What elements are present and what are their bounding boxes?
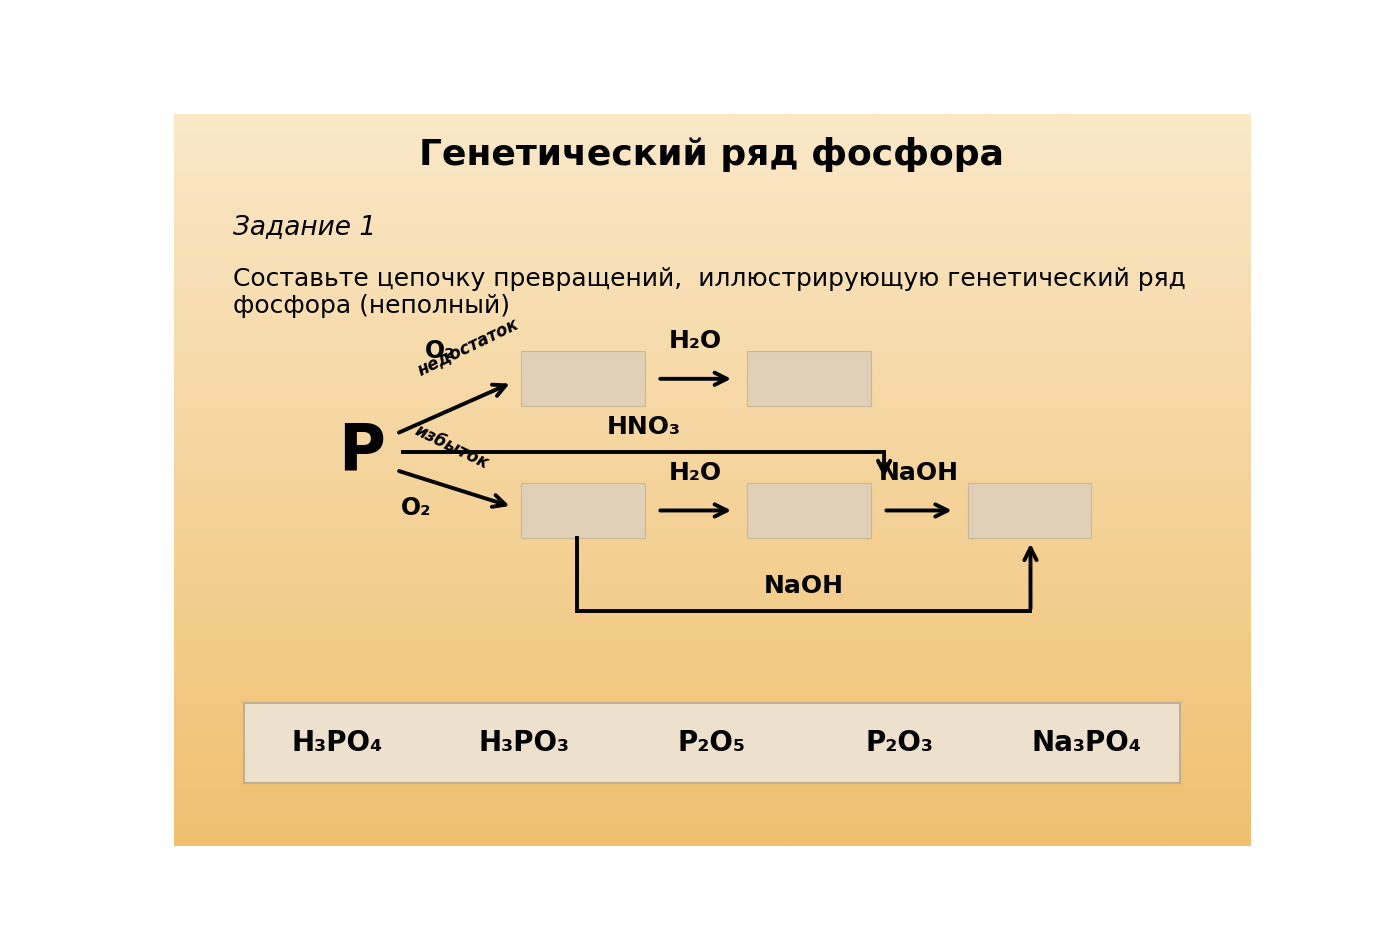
Bar	[521, 352, 644, 407]
Text: O₂: O₂	[425, 339, 456, 363]
Text: фосфора (неполный): фосфора (неполный)	[233, 294, 510, 317]
Text: Na₃PO₄: Na₃PO₄	[1032, 729, 1142, 757]
Text: NaOH: NaOH	[764, 574, 845, 598]
Text: HNO₃: HNO₃	[607, 415, 681, 439]
Text: P: P	[339, 421, 385, 483]
Text: P₂O₃: P₂O₃	[865, 729, 933, 757]
Text: O₂: O₂	[400, 496, 431, 520]
Text: H₃PO₃: H₃PO₃	[479, 729, 569, 757]
Text: H₂O: H₂O	[669, 461, 722, 484]
Text: Генетический ряд фосфора: Генетический ряд фосфора	[419, 137, 1004, 172]
Text: Задание 1: Задание 1	[233, 215, 376, 240]
Bar	[747, 483, 871, 538]
Text: недостаток: недостаток	[414, 314, 521, 379]
Bar	[243, 703, 1181, 784]
Bar	[968, 483, 1092, 538]
Text: NaOH: NaOH	[879, 461, 958, 484]
Text: H₂O: H₂O	[669, 330, 722, 353]
Text: Составьте цепочку превращений,  иллюстрирующую генетический ряд: Составьте цепочку превращений, иллюстрир…	[233, 267, 1186, 291]
Text: H₃PO₄: H₃PO₄	[292, 729, 383, 757]
Text: избыток: избыток	[411, 421, 492, 472]
Bar	[747, 352, 871, 407]
Bar	[521, 483, 644, 538]
Text: P₂O₅: P₂O₅	[678, 729, 746, 757]
